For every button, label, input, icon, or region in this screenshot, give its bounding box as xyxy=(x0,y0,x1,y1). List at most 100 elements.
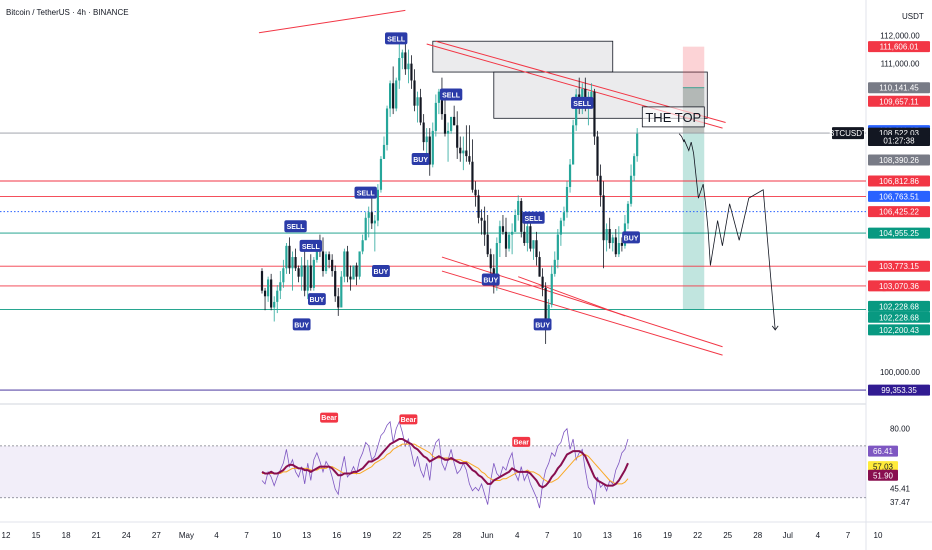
signal-box xyxy=(622,231,640,244)
candle-body xyxy=(462,150,465,154)
signal-box xyxy=(385,32,408,45)
time-tick: 7 xyxy=(545,531,550,540)
signal-sell: SELL xyxy=(522,211,545,224)
signal-text: SELL xyxy=(302,244,321,251)
candle-body xyxy=(428,136,431,165)
candle-body xyxy=(376,189,379,221)
signal-box xyxy=(533,318,552,331)
signal-sell: SELL xyxy=(299,239,322,252)
signal-text: SELL xyxy=(442,92,461,99)
price-axis[interactable]: 112,000.00 111,000.00 100,000.00 111,606.01… xyxy=(829,32,930,507)
candle-body xyxy=(532,240,535,249)
candle-body xyxy=(575,94,578,126)
price-label: 99,353.35 xyxy=(868,384,930,396)
candle-body xyxy=(410,63,413,81)
candle-body xyxy=(276,290,279,302)
symbol-tag-text: BTCUSDT xyxy=(829,129,867,138)
supply-zone xyxy=(432,40,614,73)
rsi-label-text: 51.90 xyxy=(873,471,894,480)
price-label-text: 102,228.68 xyxy=(879,313,920,322)
signal-text: BUY xyxy=(413,157,428,164)
price-label-text: 99,353.35 xyxy=(881,386,917,395)
price-label-text: 111,606.01 xyxy=(880,43,919,52)
signal-box xyxy=(292,318,311,331)
candle-body xyxy=(550,273,553,305)
candle-body xyxy=(520,200,523,232)
candle-body xyxy=(303,265,306,291)
signal-box xyxy=(571,96,594,109)
price-label: 111,606.01 xyxy=(868,41,930,53)
signal-buy: BUY xyxy=(622,231,640,244)
signal-text: BUY xyxy=(483,277,498,284)
long-short-position-tool[interactable] xyxy=(682,46,705,310)
price-label-box xyxy=(868,227,930,239)
candle-body xyxy=(568,164,572,187)
candle-body xyxy=(474,189,477,196)
symbol-title[interactable]: Bitcoin / TetherUS · 4h · BINANCE xyxy=(6,8,129,17)
candle-body xyxy=(556,234,559,260)
bear-label: Bear xyxy=(512,436,531,447)
time-axis[interactable]: 12 15 18 21 24 27 May 4 7 10 13 16 19 22 25 28 Jun 4 7 10 13… xyxy=(2,531,883,540)
price-label-box xyxy=(868,324,930,336)
candle-body xyxy=(263,290,267,297)
price-label-box xyxy=(868,311,930,323)
price-label-box xyxy=(868,95,930,107)
candle-body xyxy=(486,234,489,255)
candle-body xyxy=(273,301,276,308)
candle-body xyxy=(517,200,520,215)
candle-body xyxy=(504,231,508,249)
signal-box xyxy=(372,265,390,278)
rsi-tick: 45.41 xyxy=(890,484,911,493)
candle-body xyxy=(309,265,312,288)
signal-labels: SELL SELL SELL BUY SELL SELL BUY BUY BUY BUY SELL B… xyxy=(284,32,640,331)
candle-body xyxy=(590,91,593,98)
price-label-text: 01:27:38 xyxy=(883,136,915,145)
price-label-box xyxy=(868,134,930,146)
candle-body xyxy=(358,251,361,277)
candle-body xyxy=(300,265,303,277)
candle-body xyxy=(602,195,605,241)
price-label: 106,812.86 xyxy=(868,175,930,187)
candle-body xyxy=(297,268,300,277)
time-tick: 18 xyxy=(62,531,71,540)
trendline xyxy=(441,256,723,348)
projection-arrow xyxy=(771,325,779,331)
candle-body xyxy=(453,116,456,126)
rsi-label: 57.03 xyxy=(868,461,898,473)
candle-body xyxy=(416,97,419,106)
price-label-text: 106,763.51 xyxy=(879,192,920,201)
signal-text: SELL xyxy=(287,224,306,231)
rsi-label-text: 66.41 xyxy=(873,447,894,456)
candle-body xyxy=(514,215,517,232)
price-label: 102,228.68 xyxy=(868,300,930,312)
signal-buy: BUY xyxy=(372,265,390,278)
signal-text: BUY xyxy=(624,235,639,242)
candle-body xyxy=(355,265,358,277)
candle-body xyxy=(468,156,471,162)
candle-body xyxy=(425,136,428,143)
price-label-text: 109,657.11 xyxy=(879,97,919,106)
candle-body xyxy=(547,304,550,319)
bear-box xyxy=(512,436,531,447)
time-tick: 24 xyxy=(122,531,131,540)
rsi-label-text: 57.03 xyxy=(873,463,894,472)
time-tick: 16 xyxy=(633,531,642,540)
price-label: 109,657.11 xyxy=(868,95,930,107)
candle-body xyxy=(306,265,309,291)
time-tick: 4 xyxy=(214,531,219,540)
projection-path xyxy=(678,133,779,331)
candle-body xyxy=(626,203,630,224)
candle-body xyxy=(401,52,404,59)
candle-body xyxy=(605,229,608,241)
signal-text: BUY xyxy=(374,269,389,276)
candle-body xyxy=(282,268,285,283)
signal-text: SELL xyxy=(525,216,544,223)
signal-sell: SELL xyxy=(571,96,594,109)
candle-body xyxy=(501,226,505,232)
signal-buy: BUY xyxy=(308,293,326,306)
trendline xyxy=(258,9,406,34)
candle-body xyxy=(370,212,373,224)
candle-body xyxy=(267,279,270,297)
